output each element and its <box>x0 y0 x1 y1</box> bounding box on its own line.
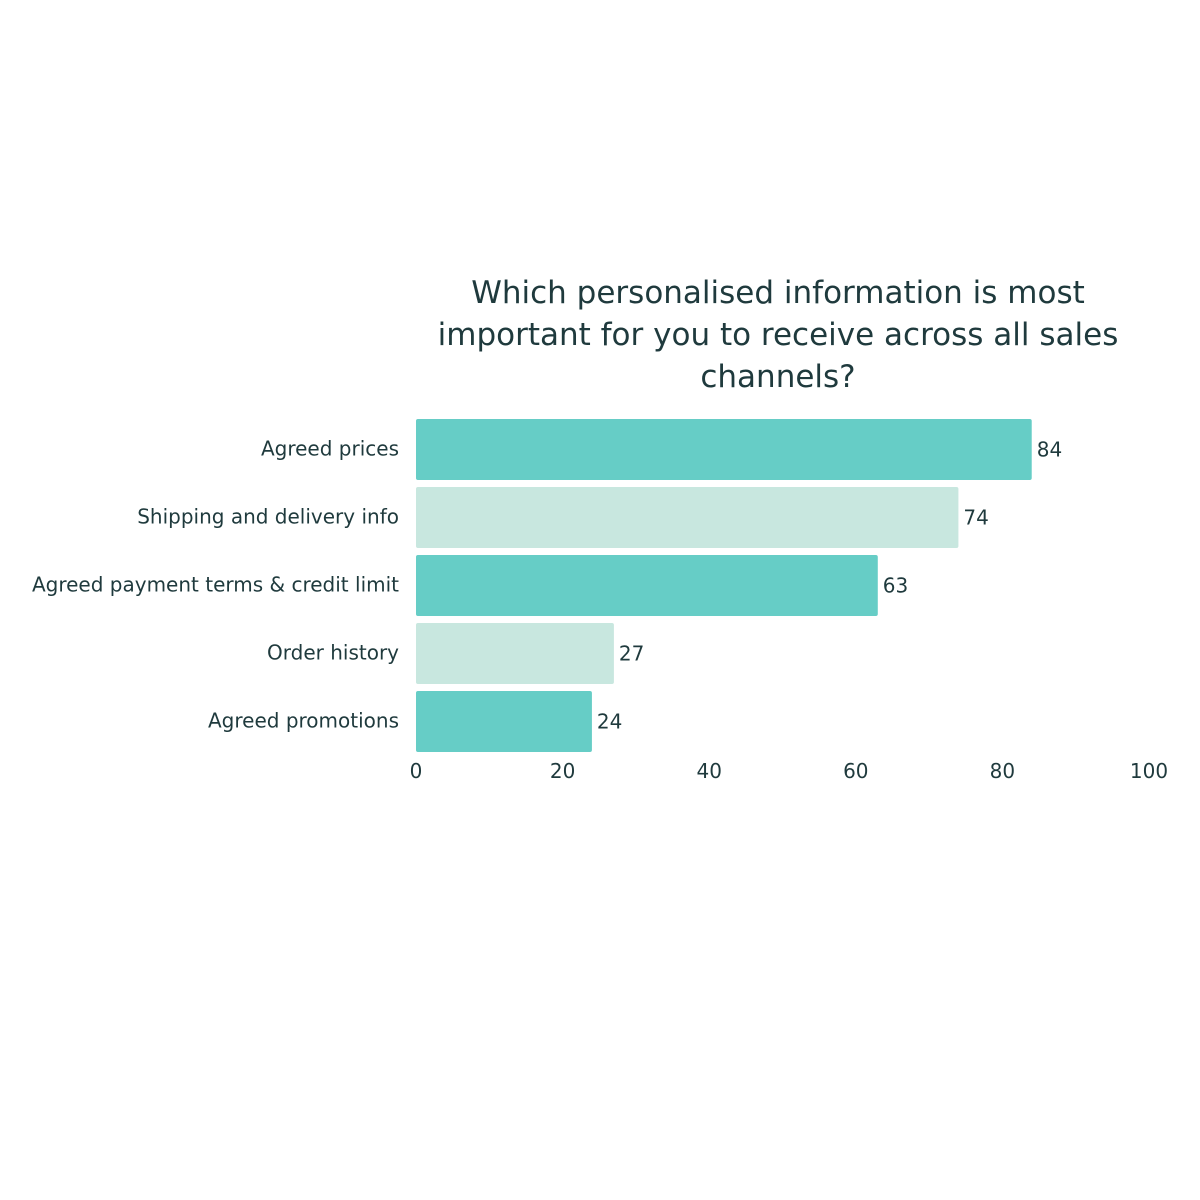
category-label-order-history: Order history <box>267 641 399 665</box>
value-label-agreed-payment-terms-credit-limit: 63 <box>883 574 908 598</box>
category-label-agreed-payment-terms-credit-limit: Agreed payment terms & credit limit <box>32 573 399 597</box>
x-tick-40: 40 <box>696 759 721 783</box>
x-tick-0: 0 <box>410 759 423 783</box>
value-label-agreed-promotions: 24 <box>597 710 622 734</box>
category-label-shipping-and-delivery-info: Shipping and delivery info <box>137 505 399 529</box>
x-tick-100: 100 <box>1130 759 1168 783</box>
value-label-order-history: 27 <box>619 642 644 666</box>
bar-agreed-promotions <box>416 691 592 752</box>
bar-order-history <box>416 623 614 684</box>
value-label-shipping-and-delivery-info: 74 <box>963 506 988 530</box>
x-tick-20: 20 <box>550 759 575 783</box>
bar-agreed-payment-terms-credit-limit <box>416 555 878 616</box>
value-labels-layer: 84 74 63 27 24 <box>597 438 1062 734</box>
category-labels-layer: Agreed prices Shipping and delivery info A… <box>32 437 399 733</box>
x-axis-ticks: 0 20 40 60 80 100 <box>410 759 1168 783</box>
value-label-agreed-prices: 84 <box>1037 438 1062 462</box>
chart-title: Which personalised information is most i… <box>437 275 1119 395</box>
category-label-agreed-prices: Agreed prices <box>261 437 399 461</box>
category-label-agreed-promotions: Agreed promotions <box>208 709 399 733</box>
x-tick-80: 80 <box>990 759 1015 783</box>
bars-layer <box>416 419 1032 752</box>
bar-shipping-and-delivery-info <box>416 487 959 548</box>
bar-agreed-prices <box>416 419 1032 480</box>
x-tick-60: 60 <box>843 759 868 783</box>
